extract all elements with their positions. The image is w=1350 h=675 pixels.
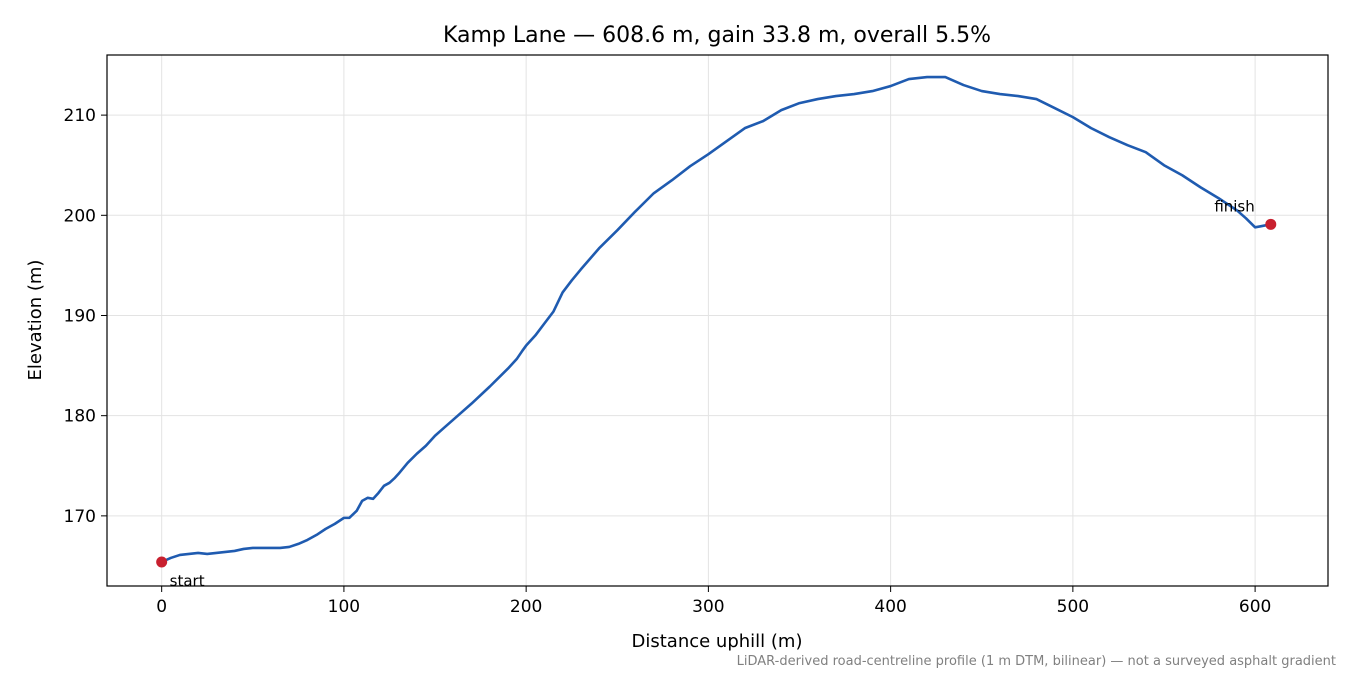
x-tick-label: 600 xyxy=(1239,597,1271,617)
y-tick-label: 200 xyxy=(64,206,96,226)
start-label: start xyxy=(170,572,205,590)
y-tick-label: 190 xyxy=(64,306,96,326)
finish-label: finish xyxy=(1214,197,1254,215)
start-marker xyxy=(156,556,168,568)
x-tick-label: 0 xyxy=(156,597,167,617)
x-tick-label: 400 xyxy=(874,597,906,617)
y-tick-label: 210 xyxy=(64,106,96,126)
chart-title: Kamp Lane — 608.6 m, gain 33.8 m, overal… xyxy=(443,23,991,48)
x-tick-label: 500 xyxy=(1057,597,1089,617)
footnote: LiDAR-derived road-centreline profile (1… xyxy=(737,654,1336,669)
tick-layer: 0 100 200 300 400 500 600 170 180 190 200 210 xyxy=(64,106,1272,617)
endpoint-markers: start finish xyxy=(156,197,1277,590)
x-tick-label: 100 xyxy=(328,597,360,617)
plot-area xyxy=(106,54,1329,587)
grid-layer xyxy=(107,55,1328,586)
y-tick-label: 180 xyxy=(64,407,96,427)
finish-marker xyxy=(1265,218,1277,230)
x-tick-label: 200 xyxy=(510,597,542,617)
y-axis-label: Elevation (m) xyxy=(25,260,46,381)
y-tick-label: 170 xyxy=(64,507,96,527)
x-axis-label: Distance uphill (m) xyxy=(632,631,803,652)
elevation-profile-line xyxy=(160,75,1273,564)
x-tick-label: 300 xyxy=(692,597,724,617)
